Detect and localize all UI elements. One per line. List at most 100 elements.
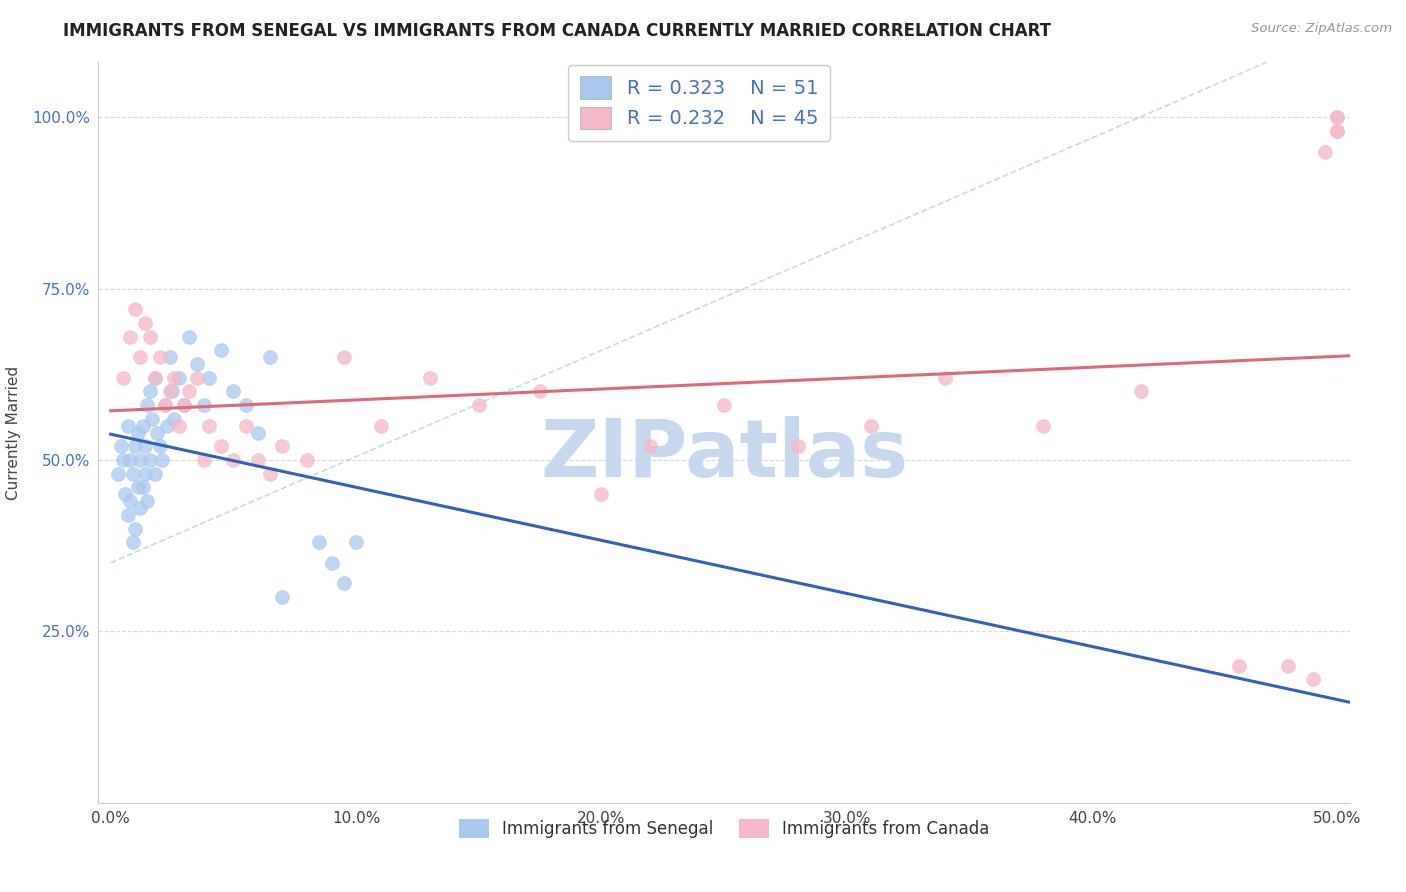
Point	[139, 329, 162, 343]
Point	[117, 508, 139, 522]
Point	[1326, 124, 1348, 138]
Point	[1326, 110, 1348, 124]
Point	[146, 425, 169, 440]
Point	[1326, 124, 1348, 138]
Point	[198, 418, 221, 433]
Point	[640, 439, 662, 453]
Point	[934, 371, 956, 385]
Point	[246, 453, 269, 467]
Point	[111, 371, 134, 385]
Point	[149, 350, 172, 364]
Point	[134, 467, 156, 481]
Point	[120, 453, 142, 467]
Point	[1227, 658, 1250, 673]
Point	[419, 371, 441, 385]
Point	[467, 398, 489, 412]
Point	[143, 371, 166, 385]
Point	[259, 350, 281, 364]
Point	[159, 384, 181, 399]
Point	[179, 329, 201, 343]
Point	[160, 384, 183, 399]
Point	[246, 425, 269, 440]
Point	[1277, 658, 1299, 673]
Point	[235, 418, 257, 433]
Point	[1302, 673, 1324, 687]
Point	[529, 384, 551, 399]
Point	[124, 439, 146, 453]
Point	[163, 371, 186, 385]
Point	[1032, 418, 1054, 433]
Point	[344, 535, 367, 549]
Point	[1130, 384, 1153, 399]
Point	[150, 453, 173, 467]
Text: ZIPatlas: ZIPatlas	[540, 416, 908, 494]
Point	[786, 439, 808, 453]
Legend: Immigrants from Senegal, Immigrants from Canada: Immigrants from Senegal, Immigrants from…	[450, 810, 998, 847]
Point	[129, 453, 152, 467]
Point	[163, 412, 186, 426]
Point	[198, 371, 221, 385]
Point	[173, 398, 195, 412]
Point	[124, 522, 146, 536]
Point	[107, 467, 129, 481]
Point	[333, 576, 356, 591]
Point	[127, 480, 149, 494]
Text: Source: ZipAtlas.com: Source: ZipAtlas.com	[1251, 22, 1392, 36]
Point	[235, 398, 257, 412]
Point	[333, 350, 356, 364]
Point	[134, 439, 156, 453]
Point	[120, 494, 142, 508]
Point	[321, 556, 343, 570]
Point	[591, 487, 613, 501]
Point	[173, 398, 195, 412]
Point	[222, 384, 245, 399]
Point	[121, 467, 143, 481]
Point	[134, 316, 156, 330]
Point	[153, 398, 176, 412]
Point	[117, 418, 139, 433]
Point	[193, 398, 215, 412]
Point	[136, 494, 159, 508]
Y-axis label: Currently Married: Currently Married	[6, 366, 21, 500]
Point	[121, 535, 143, 549]
Point	[120, 329, 142, 343]
Point	[110, 439, 132, 453]
Point	[713, 398, 735, 412]
Point	[193, 453, 215, 467]
Point	[143, 371, 166, 385]
Point	[139, 384, 162, 399]
Point	[860, 418, 883, 433]
Point	[136, 398, 159, 412]
Point	[143, 467, 166, 481]
Point	[370, 418, 392, 433]
Point	[295, 453, 318, 467]
Point	[153, 398, 176, 412]
Point	[209, 343, 232, 358]
Point	[139, 453, 162, 467]
Point	[131, 480, 153, 494]
Point	[149, 439, 172, 453]
Point	[169, 418, 191, 433]
Point	[111, 453, 134, 467]
Point	[129, 501, 152, 516]
Point	[131, 418, 153, 433]
Point	[271, 439, 294, 453]
Point	[222, 453, 245, 467]
Point	[156, 418, 179, 433]
Point	[271, 590, 294, 604]
Text: IMMIGRANTS FROM SENEGAL VS IMMIGRANTS FROM CANADA CURRENTLY MARRIED CORRELATION : IMMIGRANTS FROM SENEGAL VS IMMIGRANTS FR…	[63, 22, 1052, 40]
Point	[141, 412, 163, 426]
Point	[179, 384, 201, 399]
Point	[1326, 110, 1348, 124]
Point	[127, 425, 149, 440]
Point	[114, 487, 136, 501]
Point	[259, 467, 281, 481]
Point	[186, 357, 208, 371]
Point	[209, 439, 232, 453]
Point	[186, 371, 208, 385]
Point	[308, 535, 330, 549]
Point	[1315, 145, 1337, 159]
Point	[124, 302, 146, 317]
Point	[169, 371, 191, 385]
Point	[129, 350, 152, 364]
